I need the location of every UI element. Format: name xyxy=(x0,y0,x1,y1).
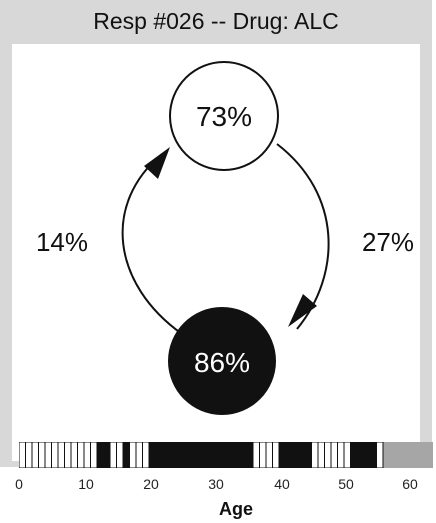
timeline-cell-age-26 xyxy=(181,442,189,468)
tick-label-10: 10 xyxy=(78,476,94,492)
state-diagram: 73% 86% 14% 27% xyxy=(36,61,414,415)
timeline-cell-age-24 xyxy=(168,442,176,468)
timeline-cell-age-44 xyxy=(298,442,306,468)
timeline-cell-age-43 xyxy=(291,442,299,468)
tick-label-40: 40 xyxy=(274,476,290,492)
timeline-cell-age-49 xyxy=(330,442,338,468)
transition-label-left: 14% xyxy=(36,227,88,257)
timeline-cell-age-11 xyxy=(83,442,91,468)
panel-frame: Resp #026 -- Drug: ALC 73% 86% xyxy=(0,0,432,467)
timeline-cell-age-19 xyxy=(135,442,143,468)
timeline-cell-age-39 xyxy=(265,442,273,468)
timeline-cell-age-12 xyxy=(90,442,98,468)
state-node-top xyxy=(169,61,279,171)
timeline-cell-age-28 xyxy=(194,442,202,468)
timeline-cell-age-34 xyxy=(233,442,241,468)
timeline-cell-age-41 xyxy=(278,442,286,468)
timeline-cell-age-3 xyxy=(31,442,39,468)
timeline-cell-age-31 xyxy=(213,442,221,468)
tick-label-20: 20 xyxy=(143,476,159,492)
timeline-cell-age-14 xyxy=(103,442,111,468)
timeline-cell-age-2 xyxy=(25,442,33,468)
timeline-gray-tail xyxy=(379,442,433,468)
timeline-cell-age-47 xyxy=(317,442,325,468)
timeline-cell-age-21 xyxy=(148,442,156,468)
arrowhead-left xyxy=(144,147,170,179)
timeline-cell-age-15 xyxy=(109,442,117,468)
timeline-cell-age-18 xyxy=(129,442,137,468)
timeline-cell-age-4 xyxy=(38,442,46,468)
timeline-cell-age-8 xyxy=(64,442,72,468)
state-node-bottom xyxy=(168,307,276,415)
timeline-cell-age-7 xyxy=(57,442,65,468)
timeline-cell-age-33 xyxy=(226,442,234,468)
timeline-cell-age-38 xyxy=(259,442,267,468)
timeline-cell-age-40 xyxy=(272,442,280,468)
timeline-cell-age-52 xyxy=(350,442,358,468)
timeline-cell-age-53 xyxy=(356,442,364,468)
age-timeline xyxy=(19,442,433,468)
timeline-cell-age-48 xyxy=(324,442,332,468)
timeline-cell-age-6 xyxy=(51,442,59,468)
timeline-cell-age-29 xyxy=(200,442,208,468)
timeline-cell-age-22 xyxy=(155,442,163,468)
tick-label-0: 0 xyxy=(15,476,23,492)
timeline-cell-age-51 xyxy=(343,442,351,468)
tick-label-60: 60 xyxy=(402,476,418,492)
timeline-cell-age-55 xyxy=(369,442,377,468)
timeline-cell-age-37 xyxy=(252,442,260,468)
timeline-cell-age-1 xyxy=(19,442,26,468)
timeline-cell-age-5 xyxy=(44,442,52,468)
transition-label-right: 27% xyxy=(362,227,414,257)
panel-title: Resp #026 -- Drug: ALC xyxy=(93,8,339,34)
timeline-cell-age-50 xyxy=(337,442,345,468)
timeline-cell-age-17 xyxy=(122,442,130,468)
state-label-bottom: 86% xyxy=(194,347,250,378)
timeline-cell-age-10 xyxy=(77,442,85,468)
timeline-cell-age-54 xyxy=(363,442,371,468)
timeline-cell-age-23 xyxy=(161,442,169,468)
timeline-cell-age-35 xyxy=(239,442,247,468)
timeline-cell-age-16 xyxy=(116,442,124,468)
timeline-cell-age-20 xyxy=(142,442,150,468)
tick-labels: 0 10 20 30 40 50 60 xyxy=(15,476,418,492)
axis-title: Age xyxy=(219,499,253,519)
state-label-top: 73% xyxy=(196,101,252,132)
tick-label-30: 30 xyxy=(208,476,224,492)
diagram-area: 73% 86% 14% 27% xyxy=(12,44,420,461)
timeline-cell-age-9 xyxy=(70,442,78,468)
tick-label-50: 50 xyxy=(338,476,354,492)
age-axis: 0 10 20 30 40 50 60 Age xyxy=(15,476,418,519)
transition-arc-left xyxy=(121,153,183,335)
timeline-cell-age-36 xyxy=(246,442,254,468)
timeline-cell-age-32 xyxy=(220,442,228,468)
timeline-cell-age-25 xyxy=(174,442,182,468)
timeline-cell-age-30 xyxy=(207,442,215,468)
arrowhead-right xyxy=(288,294,317,327)
timeline-cell-age-13 xyxy=(96,442,104,468)
timeline-cell-age-56 xyxy=(376,442,384,468)
timeline-cell-age-42 xyxy=(285,442,293,468)
timeline-cell-age-45 xyxy=(304,442,312,468)
timeline-cell-age-46 xyxy=(311,442,319,468)
timeline-cell-age-27 xyxy=(187,442,195,468)
